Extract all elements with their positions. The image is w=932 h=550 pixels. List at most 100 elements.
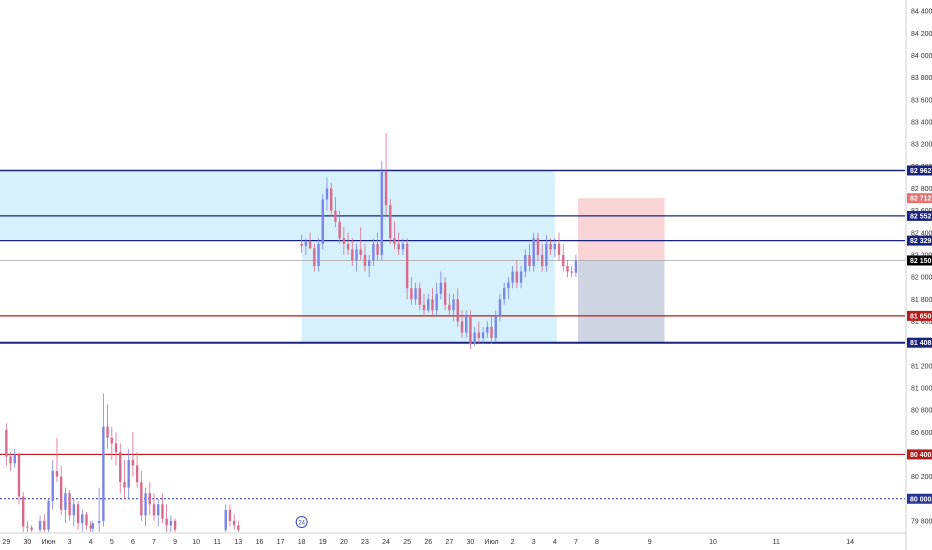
last-price-badge: 82 150 bbox=[910, 258, 932, 265]
candle-body bbox=[173, 520, 177, 530]
price-tick-label: 81 200 bbox=[911, 363, 932, 370]
time-tick-label: 26 bbox=[424, 539, 432, 546]
candle-body bbox=[106, 426, 109, 438]
price-tick-label: 80 200 bbox=[911, 474, 932, 481]
candle-body bbox=[228, 509, 232, 521]
price-tick-label: 83 200 bbox=[911, 142, 932, 149]
candle-body bbox=[13, 454, 16, 464]
candle-body bbox=[448, 304, 451, 311]
candle-body bbox=[152, 504, 156, 516]
candle-body bbox=[528, 254, 531, 266]
price-tick-label: 83 800 bbox=[911, 75, 932, 82]
candle-body bbox=[545, 243, 548, 266]
candle-body bbox=[135, 465, 139, 483]
candle-body bbox=[76, 504, 80, 524]
level-badge: 81 408 bbox=[910, 340, 932, 347]
candle-body bbox=[566, 266, 569, 272]
candle-body bbox=[460, 321, 464, 333]
candle-body bbox=[502, 288, 506, 300]
level-badge: 82 552 bbox=[910, 213, 932, 220]
candle-body bbox=[313, 248, 316, 266]
time-tick-label: 4 bbox=[89, 539, 93, 546]
markers-layer: 24 bbox=[295, 516, 308, 528]
candle-body bbox=[89, 525, 92, 529]
candle-body bbox=[317, 243, 320, 266]
candle-body bbox=[38, 520, 42, 530]
target-badge-bg bbox=[907, 193, 932, 204]
candle-body bbox=[43, 520, 46, 530]
zone-rect bbox=[301, 315, 557, 343]
candle-body bbox=[161, 504, 164, 519]
last-price-badge-bg bbox=[907, 255, 932, 266]
time-tick-label: 20 bbox=[340, 539, 348, 546]
time-tick-label: 7 bbox=[152, 539, 156, 546]
position-stop-zone bbox=[578, 260, 665, 343]
time-tick-label: 30 bbox=[467, 539, 475, 546]
price-tick-label: 81 000 bbox=[911, 385, 932, 392]
candle-body bbox=[59, 476, 63, 510]
candle-body bbox=[418, 288, 422, 305]
candle-body bbox=[536, 238, 540, 255]
candle-body bbox=[55, 471, 59, 477]
level-badge-bg bbox=[907, 493, 932, 504]
time-tick-label: 17 bbox=[277, 539, 285, 546]
candle-body bbox=[355, 249, 358, 261]
time-tick-label: Июл bbox=[484, 539, 498, 546]
level-badge-bg bbox=[907, 165, 932, 176]
price-tick-label: 79 800 bbox=[911, 518, 932, 525]
candle-body bbox=[321, 199, 324, 244]
candles-layer bbox=[5, 133, 578, 532]
candle-body bbox=[443, 282, 447, 305]
candle-body bbox=[144, 493, 147, 516]
time-tick-label: 10 bbox=[192, 539, 200, 546]
time-axis[interactable]: 29 30 Июн 3 4 5 6 7 9 10 11 13 16 17 18 19 20 23 24 25 26 27 3… bbox=[2, 539, 854, 546]
candle-body bbox=[553, 243, 557, 250]
time-tick-label: 24 bbox=[382, 539, 390, 546]
level-badge-bg bbox=[907, 210, 932, 221]
candle-body bbox=[481, 332, 485, 339]
time-tick-label: 27 bbox=[445, 539, 453, 546]
zone-rect bbox=[0, 170, 555, 241]
time-tick-label: 9 bbox=[173, 539, 177, 546]
time-tick-label: 19 bbox=[319, 539, 327, 546]
candle-body bbox=[477, 332, 481, 339]
candle-body bbox=[81, 514, 84, 524]
candle-body bbox=[515, 271, 519, 283]
time-tick-label: 5 bbox=[110, 539, 114, 546]
level-badge-bg bbox=[907, 337, 932, 348]
price-tick-label: 84 000 bbox=[911, 53, 932, 60]
level-badge: 82 329 bbox=[910, 238, 932, 245]
candle-body bbox=[346, 243, 350, 250]
time-tick-label: 3 bbox=[532, 539, 536, 546]
price-tick-label: 82 000 bbox=[911, 275, 932, 282]
candle-body bbox=[524, 254, 527, 272]
price-tick-label: 84 400 bbox=[911, 9, 932, 16]
time-tick-label: 11 bbox=[214, 539, 221, 546]
candle-body bbox=[367, 260, 371, 266]
candle-body bbox=[9, 456, 12, 464]
candle-body bbox=[140, 482, 143, 516]
candle-body bbox=[469, 315, 472, 344]
candle-body bbox=[148, 493, 151, 505]
candle-body bbox=[456, 299, 459, 322]
level-badge-bg bbox=[907, 449, 932, 460]
candle-body bbox=[169, 520, 173, 526]
candle-body bbox=[334, 210, 337, 222]
price-tick-label: 81 600 bbox=[911, 319, 932, 326]
candle-body bbox=[473, 332, 476, 344]
candle-body bbox=[131, 459, 135, 466]
candle-body bbox=[422, 304, 426, 311]
candle-body bbox=[165, 518, 168, 526]
candle-body bbox=[439, 282, 443, 294]
candle-body bbox=[359, 249, 362, 255]
candle-body bbox=[397, 243, 400, 250]
time-tick-label: 9 bbox=[648, 539, 652, 546]
candle-body bbox=[401, 243, 405, 250]
candle-body bbox=[110, 437, 114, 444]
time-tick-label: 10 bbox=[709, 539, 717, 546]
candle-body bbox=[452, 299, 455, 311]
time-tick-label: 4 bbox=[553, 539, 557, 546]
candle-body bbox=[486, 326, 489, 333]
